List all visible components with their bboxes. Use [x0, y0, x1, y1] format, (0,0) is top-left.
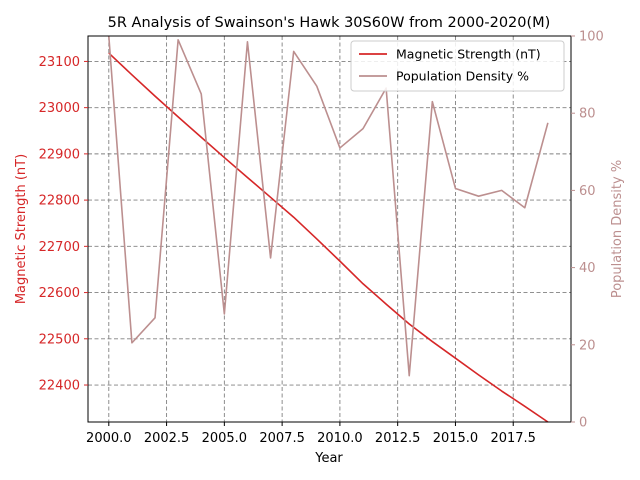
y-left-tick-label: 22400	[39, 379, 80, 394]
legend-entry: Population Density %	[396, 69, 529, 84]
y-right-tick-label: 40	[579, 261, 596, 276]
x-tick-label: 2002.5	[144, 431, 190, 446]
y-left-axis-label: Magnetic Strength (nT)	[14, 154, 29, 304]
y-left-tick-label: 22500	[39, 332, 80, 347]
y-left-tick-label: 23000	[39, 101, 80, 116]
legend-entry: Magnetic Strength (nT)	[396, 47, 541, 62]
x-tick-label: 2000.0	[86, 431, 132, 446]
legend: Magnetic Strength (nT) Population Density…	[350, 40, 565, 92]
plot-frame	[87, 35, 572, 423]
x-tick-label: 2005.0	[202, 431, 248, 446]
x-tick-label: 2015.0	[433, 431, 479, 446]
x-axis-ticks: 2000.0 2002.5 2005.0 2007.5 2010.0 2012.5 2015…	[86, 422, 536, 446]
y-left-tick-label: 22800	[39, 194, 80, 209]
y-left-tick-label: 22600	[39, 286, 80, 301]
x-tick-label: 2017.5	[490, 431, 536, 446]
y-right-tick-label: 0	[579, 416, 587, 431]
series-lines	[108, 35, 549, 423]
y-left-tick-label: 22700	[39, 240, 80, 255]
x-tick-label: 2012.5	[375, 431, 421, 446]
x-tick-label: 2007.5	[259, 431, 305, 446]
y-right-tick-label: 80	[579, 107, 596, 122]
y-right-tick-label: 20	[579, 338, 596, 353]
y-right-tick-label: 100	[579, 30, 604, 45]
y-left-axis-ticks: 22400 22500 22600 22700 22800 22900 23000 23100	[39, 55, 88, 394]
chart-title: 5R Analysis of Swainson's Hawk 30S60W fr…	[108, 15, 551, 31]
y-right-axis-label: Population Density %	[610, 160, 625, 298]
y-left-tick-label: 23100	[39, 55, 80, 70]
y-right-axis-ticks: 0 20 40 60 80 100	[571, 30, 604, 431]
y-right-tick-label: 60	[579, 184, 596, 199]
x-tick-label: 2010.0	[317, 431, 363, 446]
legend-box	[350, 40, 565, 92]
y-left-tick-label: 22900	[39, 147, 80, 162]
population-density-line	[108, 35, 549, 377]
magnetic-strength-line	[108, 52, 549, 423]
x-axis-label: Year	[314, 451, 343, 466]
